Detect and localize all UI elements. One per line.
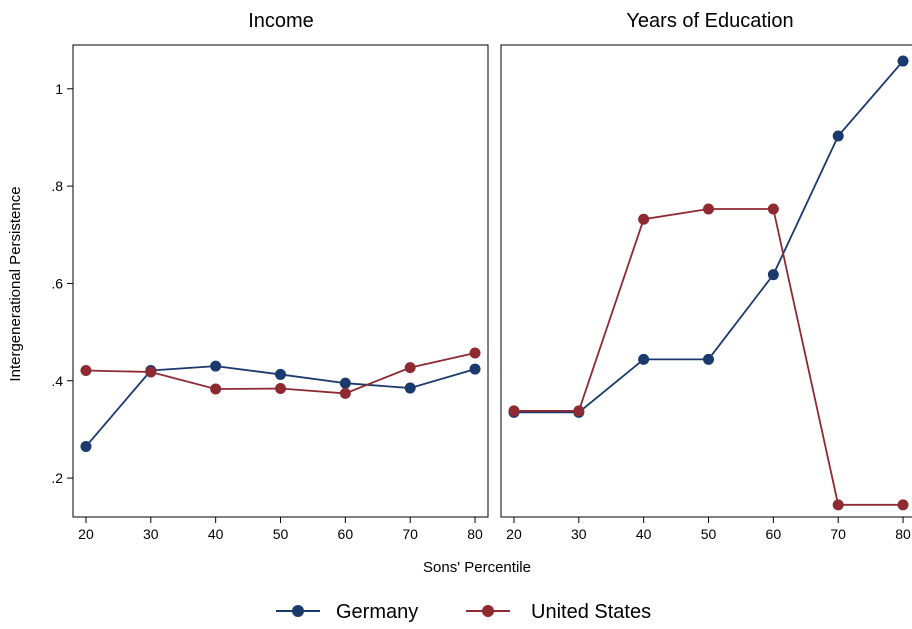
data-point-united-states-income [145, 366, 157, 378]
data-point-united-states-income [80, 365, 92, 377]
x-tick-label-education: 30 [571, 526, 587, 542]
data-point-united-states-education [767, 203, 779, 215]
x-tick-label-education: 20 [506, 526, 522, 542]
y-tick-label-income: .4 [51, 373, 63, 389]
y-axis-title: Intergenerational Persistence [7, 186, 24, 381]
data-point-germany-education [638, 353, 650, 365]
data-point-united-states-education [508, 405, 520, 417]
x-tick-label-income: 30 [143, 526, 159, 542]
panel-income: Income .2 .4 .6 .8 1 20 30 40 50 60 70 80 [51, 10, 489, 542]
x-tick-label-income: 60 [338, 526, 354, 542]
data-point-germany-income [210, 360, 222, 372]
legend-item-united-states: United States [466, 601, 651, 623]
data-point-germany-education [767, 269, 779, 281]
y-axis-income: .2 .4 .6 .8 1 [51, 81, 73, 486]
data-point-germany-income [404, 382, 416, 394]
data-point-united-states-education [897, 499, 909, 511]
data-point-germany-income [339, 377, 351, 389]
y-tick-label-income: .6 [51, 275, 63, 291]
data-point-united-states-income [210, 383, 222, 395]
data-point-united-states-education [832, 499, 844, 511]
x-tick-label-income: 20 [78, 526, 94, 542]
panel-title-income: Income [248, 10, 314, 32]
legend-label-united-states: United States [531, 601, 651, 623]
data-point-germany-education [897, 55, 909, 67]
data-point-united-states-income [469, 347, 481, 359]
x-tick-label-education: 80 [895, 526, 911, 542]
data-point-germany-income [80, 440, 92, 452]
y-tick-label-income: .8 [51, 178, 63, 194]
x-tick-label-income: 50 [273, 526, 289, 542]
x-tick-label-education: 60 [766, 526, 782, 542]
panel-title-education: Years of Education [626, 10, 793, 32]
x-axis-title: Sons' Percentile [423, 559, 531, 576]
plot-frame-income [72, 44, 489, 518]
x-tick-label-income: 70 [402, 526, 418, 542]
legend-item-germany: Germany [276, 601, 418, 623]
data-point-united-states-education [638, 213, 650, 225]
x-tick-label-income: 80 [467, 526, 483, 542]
x-axis-income: 20 30 40 50 60 70 80 [78, 517, 483, 542]
data-point-united-states-income [339, 387, 351, 399]
series-income [80, 347, 481, 452]
y-tick-label-income: 1 [55, 81, 63, 97]
data-point-united-states-education [573, 405, 585, 417]
data-point-united-states-income [404, 362, 416, 374]
data-point-united-states-income [275, 383, 286, 395]
data-point-germany-education [832, 130, 844, 142]
x-tick-label-education: 40 [636, 526, 652, 542]
data-point-germany-income [275, 368, 286, 380]
x-tick-label-income: 40 [208, 526, 224, 542]
legend-marker-germany [292, 605, 304, 617]
data-point-united-states-education [703, 203, 714, 215]
x-axis-education: 20 30 40 50 60 70 80 [506, 517, 911, 542]
x-tick-label-education: 50 [701, 526, 717, 542]
data-point-germany-income [469, 363, 481, 375]
x-tick-label-education: 70 [830, 526, 846, 542]
legend-label-germany: Germany [336, 601, 418, 623]
legend: Germany United States [276, 601, 651, 623]
legend-marker-united-states [482, 605, 494, 617]
data-point-germany-education [703, 353, 714, 365]
plot-frame-education [500, 44, 912, 518]
y-tick-label-income: .2 [51, 470, 63, 486]
series-education [508, 55, 909, 511]
panel-education: Years of Education 20 30 40 50 60 70 80 [500, 10, 912, 542]
